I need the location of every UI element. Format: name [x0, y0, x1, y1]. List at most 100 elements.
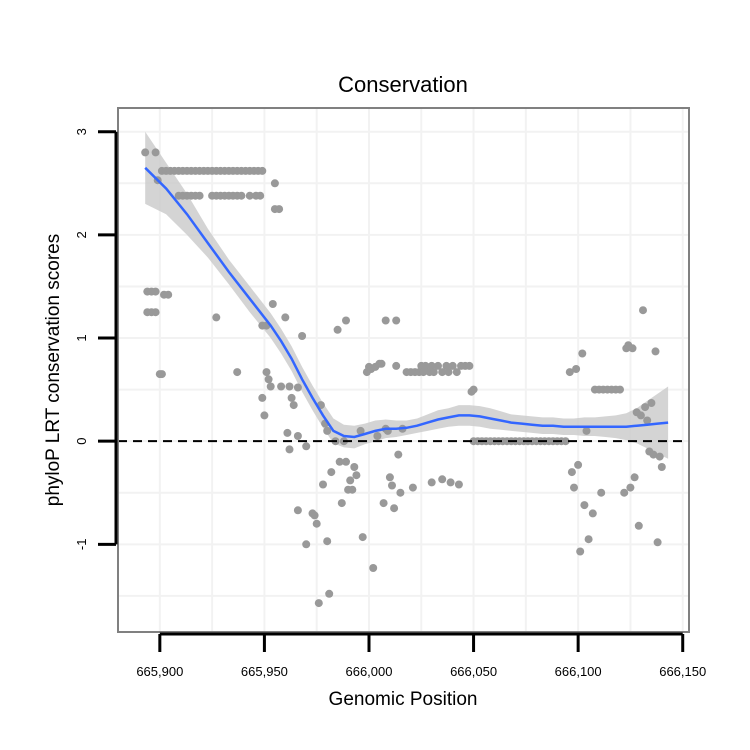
data-point: [342, 316, 350, 325]
data-point: [373, 432, 382, 440]
data-point: [369, 564, 378, 572]
x-tick-label: 666,050: [450, 664, 497, 679]
data-point: [323, 426, 332, 435]
data-point: [258, 166, 267, 175]
data-point: [281, 313, 290, 322]
data-point: [356, 426, 365, 435]
x-axis-label: Genomic Position: [329, 689, 478, 710]
data-point: [616, 385, 624, 394]
data-point: [256, 191, 265, 200]
y-axis-label: phyloP LRT conservation scores: [43, 234, 64, 507]
x-tick-label: 665,950: [241, 664, 288, 679]
data-point: [438, 475, 447, 484]
data-point: [442, 361, 451, 370]
data-point: [438, 368, 447, 377]
data-point: [342, 457, 350, 466]
y-tick-label: 0: [74, 438, 89, 445]
data-point: [319, 480, 327, 489]
data-point: [310, 511, 319, 520]
data-point: [636, 411, 645, 420]
data-point: [421, 361, 430, 370]
data-point: [350, 463, 359, 471]
data-point: [346, 476, 355, 485]
data-point: [379, 499, 388, 508]
data-point: [277, 382, 286, 391]
data-point: [164, 290, 173, 299]
data-point: [434, 361, 442, 370]
data-point: [588, 509, 597, 518]
data-point: [141, 148, 150, 157]
data-point: [358, 533, 367, 542]
y-tick-label: -1: [74, 539, 89, 551]
data-point: [454, 480, 463, 489]
data-point: [293, 506, 302, 515]
data-point: [419, 368, 428, 377]
data-point: [258, 393, 267, 402]
smooth-line-group: [144, 166, 669, 439]
y-tick-label: 1: [74, 334, 89, 341]
data-point: [323, 537, 332, 546]
data-point: [289, 401, 298, 410]
data-point: [262, 368, 271, 377]
x-axis: 665,900 665,950 666,000 666,050 666,100 666,1…: [136, 632, 706, 679]
y-tick-label: 2: [74, 231, 89, 238]
data-point: [293, 383, 302, 392]
data-point: [233, 368, 242, 377]
data-point: [444, 368, 453, 377]
data-point: [392, 361, 401, 370]
data-point: [655, 452, 664, 461]
data-point: [293, 432, 302, 440]
data-point: [335, 457, 344, 466]
data-point: [348, 485, 357, 494]
x-tick-label: 666,150: [659, 664, 706, 679]
data-point: [245, 191, 254, 200]
data-point: [270, 179, 279, 188]
data-point: [427, 361, 436, 370]
data-point: [643, 416, 652, 425]
data-point: [446, 478, 455, 487]
data-point: [285, 382, 294, 391]
data-point: [626, 483, 635, 492]
x-tick-label: 666,100: [555, 664, 602, 679]
data-point: [582, 426, 591, 435]
data-point: [377, 359, 386, 368]
data-point: [396, 488, 405, 497]
data-point: [337, 499, 346, 508]
data-point: [151, 287, 160, 296]
data-point: [584, 535, 593, 544]
data-point: [427, 478, 436, 487]
data-point: [212, 313, 221, 322]
data-point: [352, 471, 361, 480]
smooth-line: [144, 166, 669, 439]
data-point: [285, 445, 294, 454]
data-point: [275, 205, 284, 214]
data-point: [287, 393, 296, 402]
x-tick-label: 666,000: [345, 664, 392, 679]
data-point: [314, 599, 323, 608]
data-point: [195, 191, 204, 200]
data-point: [394, 450, 403, 459]
data-point: [264, 375, 273, 384]
data-point: [657, 463, 666, 471]
data-point: [647, 399, 656, 407]
data-point: [649, 450, 658, 459]
data-point: [385, 473, 394, 482]
chart-title: Conservation: [338, 72, 468, 97]
y-axis: -1 0 1 2 3: [74, 128, 118, 551]
data-point: [302, 442, 311, 451]
data-point: [572, 365, 581, 373]
data-point: [561, 437, 570, 446]
data-point: [388, 481, 396, 490]
x-tick-label: 665,900: [136, 664, 183, 679]
data-point: [630, 473, 639, 482]
data-point: [381, 316, 390, 325]
data-point: [641, 403, 650, 412]
data-point: [469, 385, 478, 394]
data-point: [576, 547, 585, 556]
y-tick-label: 3: [74, 128, 89, 135]
data-point: [302, 540, 311, 549]
data-point: [237, 191, 246, 200]
data-point: [151, 148, 160, 157]
